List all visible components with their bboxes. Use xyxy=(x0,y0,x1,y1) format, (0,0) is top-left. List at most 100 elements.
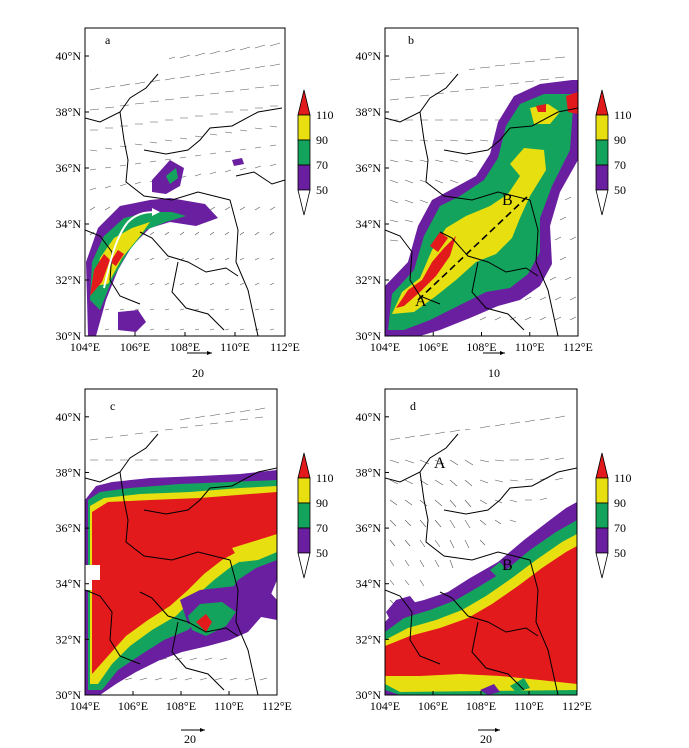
reference-vector-label: 20 xyxy=(184,732,196,746)
reference-vector-a: 20 xyxy=(187,351,212,380)
masked-area xyxy=(385,28,469,72)
colorbar-segment xyxy=(297,527,311,554)
masked-area xyxy=(85,389,177,429)
colorbar-label: 110 xyxy=(316,471,334,485)
reference-vector-label: 10 xyxy=(488,366,500,380)
province-borders xyxy=(385,73,578,336)
colorbar-extend-top xyxy=(297,89,311,116)
colorbar-segment xyxy=(297,502,311,529)
lat-tick-label: 34°N xyxy=(356,217,382,231)
shaded-field xyxy=(385,502,577,695)
lon-tick-label: 112°E xyxy=(262,699,292,713)
colorbar-segment xyxy=(595,477,609,504)
lat-tick-label: 36°N xyxy=(356,521,382,535)
lon-tick-label: 104°E xyxy=(370,699,400,713)
colorbar-extend-bottom xyxy=(595,189,609,216)
lat-tick-label: 38°N xyxy=(356,465,382,479)
lat-tick-label: 30°N xyxy=(56,329,82,343)
colorbar-segment xyxy=(595,527,609,554)
lat-tick-label: 36°N xyxy=(356,161,382,175)
lat-tick-label: 30°N xyxy=(356,329,382,343)
lat-tick-label: 40°N xyxy=(56,410,82,424)
lon-tick-label: 106°E xyxy=(418,340,448,354)
colorbar-label: 90 xyxy=(614,133,626,147)
lat-tick-label: 30°N xyxy=(356,688,382,702)
colorbar-segment xyxy=(297,114,311,141)
colorbar-label: 70 xyxy=(614,521,626,535)
province-borders xyxy=(385,433,577,695)
colorbar-label: 50 xyxy=(614,546,626,560)
point-label-a: A xyxy=(415,293,427,310)
lon-tick-label: 110°E xyxy=(515,340,545,354)
lat-tick-label: 32°N xyxy=(56,632,82,646)
lon-tick-label: 106°E xyxy=(120,340,150,354)
reference-vector-label: 20 xyxy=(480,732,492,746)
lat-tick-label: 34°N xyxy=(56,577,82,591)
lat-tick-label: 34°N xyxy=(56,217,82,231)
colorbar-label: 90 xyxy=(316,496,328,510)
lon-tick-label: 104°E xyxy=(70,340,100,354)
reference-vector-d: 20 xyxy=(478,728,500,746)
colorbar-label: 110 xyxy=(316,108,334,122)
lon-tick-label: 106°E xyxy=(418,699,448,713)
shaded-field xyxy=(385,80,578,336)
colorbar-label: 90 xyxy=(614,496,626,510)
lon-tick-label: 108°E xyxy=(466,340,496,354)
lon-tick-label: 110°E xyxy=(220,340,250,354)
lat-tick-label: 40°N xyxy=(356,410,382,424)
colorbar-extend-top xyxy=(595,452,609,479)
colorbar-label: 70 xyxy=(316,521,328,535)
panel-label: c xyxy=(110,399,115,413)
colorbar-segment xyxy=(595,114,609,141)
shaded-field xyxy=(85,470,277,695)
colorbar-extend-bottom xyxy=(297,189,311,216)
panel-d: d A B xyxy=(384,388,578,696)
lat-tick-label: 38°N xyxy=(356,105,382,119)
panel-label: a xyxy=(105,33,111,47)
lat-tick-label: 36°N xyxy=(56,521,82,535)
panel-label: b xyxy=(408,33,414,47)
masked-area xyxy=(85,28,169,70)
lon-tick-label: 110°E xyxy=(514,699,544,713)
lon-tick-label: 104°E xyxy=(370,340,400,354)
lat-tick-label: 40°N xyxy=(356,49,382,63)
lon-tick-label: 112°E xyxy=(562,699,592,713)
colorbar-layer: 110 90 70 50 110 90 70 50 110 90 70 50 110 90 70 50 xyxy=(297,89,632,579)
lat-tick-label: 32°N xyxy=(356,632,382,646)
lon-tick-label: 108°E xyxy=(170,340,200,354)
point-label-b: B xyxy=(502,192,513,209)
reference-vector-b: 10 xyxy=(483,351,505,380)
lon-tick-label: 112°E xyxy=(270,340,300,354)
reference-vector-c: 20 xyxy=(181,728,205,746)
province-borders xyxy=(85,73,285,336)
panel-b: b A B xyxy=(384,27,579,337)
colorbar-segment xyxy=(595,502,609,529)
lon-tick-label: 110°E xyxy=(214,699,244,713)
colorbar-label: 70 xyxy=(316,158,328,172)
lat-tick-label: 34°N xyxy=(356,577,382,591)
colorbar-label: 50 xyxy=(316,183,328,197)
lat-tick-label: 32°N xyxy=(56,273,82,287)
panel-label: d xyxy=(410,399,416,413)
map-background xyxy=(85,28,285,336)
colorbar-label: 110 xyxy=(614,471,632,485)
colorbar-segment xyxy=(297,164,311,191)
lat-tick-label: 30°N xyxy=(56,688,82,702)
point-label-a: A xyxy=(434,455,446,472)
colorbar-segment xyxy=(297,139,311,166)
province-borders xyxy=(85,433,277,695)
lon-tick-label: 108°E xyxy=(466,699,496,713)
lon-tick-label: 112°E xyxy=(563,340,593,354)
colorbar-extend-top xyxy=(297,452,311,479)
colorbar-segment xyxy=(595,164,609,191)
colorbar-label: 110 xyxy=(614,108,632,122)
colorbar-extend-bottom xyxy=(297,552,311,579)
colorbar-segment xyxy=(595,139,609,166)
colorbar-extend-top xyxy=(595,89,609,116)
colorbar-label: 50 xyxy=(614,183,626,197)
panel-a: a xyxy=(84,27,286,337)
colorbar-segment xyxy=(297,477,311,504)
lon-tick-label: 104°E xyxy=(70,699,100,713)
lat-tick-label: 40°N xyxy=(56,49,82,63)
